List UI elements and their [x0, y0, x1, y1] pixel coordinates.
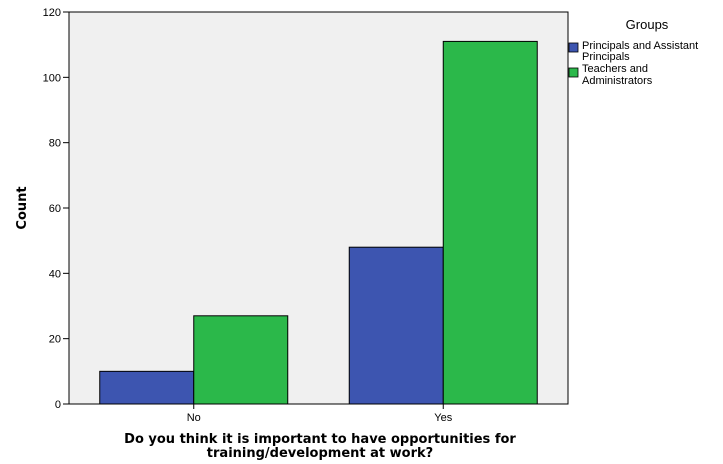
bar-yes-series-0 [348, 246, 444, 405]
legend-label-teachers-line-1: Teachers and [582, 63, 648, 75]
legend: Groups Principals and Assistant Principa… [568, 17, 698, 87]
y-tick-label: 40 [49, 268, 61, 280]
x-tick-label: No [187, 412, 201, 424]
x-axis: No Yes [187, 404, 453, 424]
x-tick-label: Yes [434, 412, 452, 424]
x-axis-title-line-1: Do you think it is important to have opp… [124, 432, 516, 447]
y-tick-label: 100 [43, 72, 61, 84]
y-axis-title: Count [15, 186, 30, 229]
legend-label-teachers-line-2: Administrators [582, 75, 653, 87]
bar-no-series-1 [193, 315, 289, 405]
legend-swatch-teachers [568, 67, 579, 78]
y-tick-label: 20 [49, 334, 61, 346]
legend-title: Groups [626, 17, 669, 32]
y-tick-label: 60 [49, 203, 61, 215]
y-axis: 0 20 40 60 80 100 120 [43, 7, 69, 411]
legend-swatch-principals [568, 42, 579, 53]
y-tick-label: 80 [49, 138, 61, 150]
x-axis-title-line-2: training/development at work? [207, 446, 433, 461]
legend-label-principals-line-2: Principals [582, 51, 630, 63]
bars-group [99, 40, 538, 405]
legend-label-principals-line-1: Principals and Assistant [582, 40, 698, 52]
bar-yes-series-1 [442, 40, 538, 405]
y-tick-label: 120 [43, 7, 61, 19]
y-tick-label: 0 [55, 399, 61, 411]
bar-no-series-0 [99, 370, 195, 405]
